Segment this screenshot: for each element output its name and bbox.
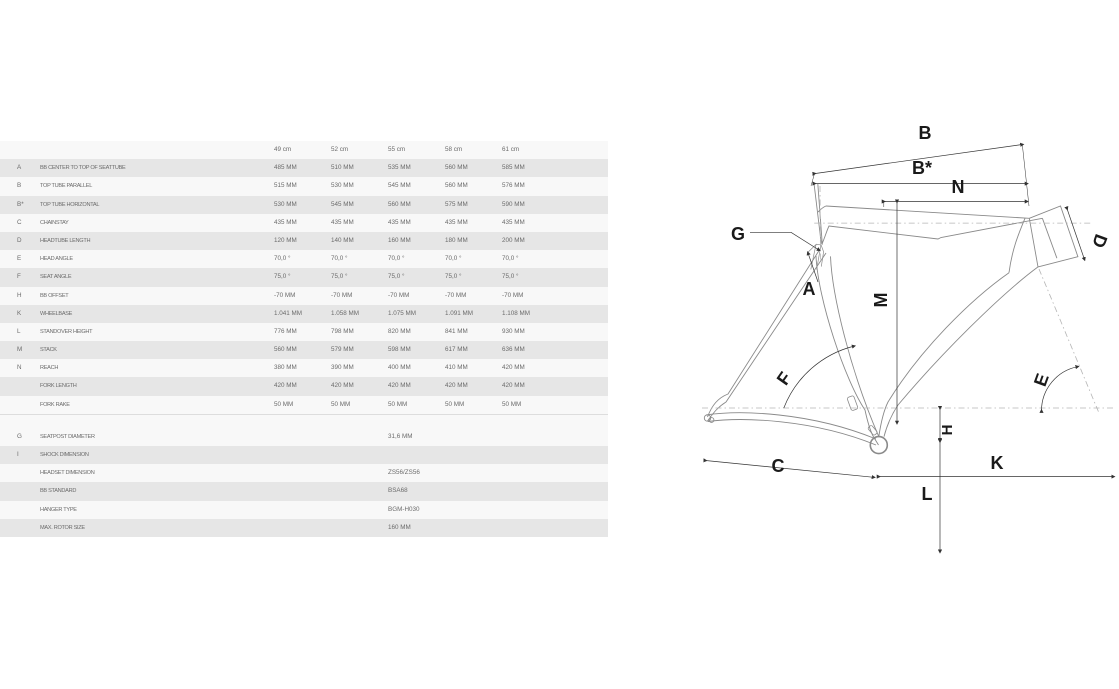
svg-text:G: G — [731, 224, 745, 244]
svg-text:C: C — [772, 456, 785, 476]
svg-text:F: F — [773, 368, 796, 388]
svg-text:A: A — [803, 279, 816, 299]
svg-text:E: E — [1030, 371, 1053, 389]
svg-text:N: N — [952, 177, 965, 197]
svg-text:B*: B* — [912, 158, 932, 178]
svg-text:H: H — [939, 425, 956, 436]
svg-text:D: D — [1088, 232, 1111, 251]
svg-text:L: L — [922, 484, 933, 504]
svg-text:M: M — [871, 293, 891, 308]
svg-text:K: K — [991, 453, 1004, 473]
svg-text:B: B — [919, 123, 932, 143]
